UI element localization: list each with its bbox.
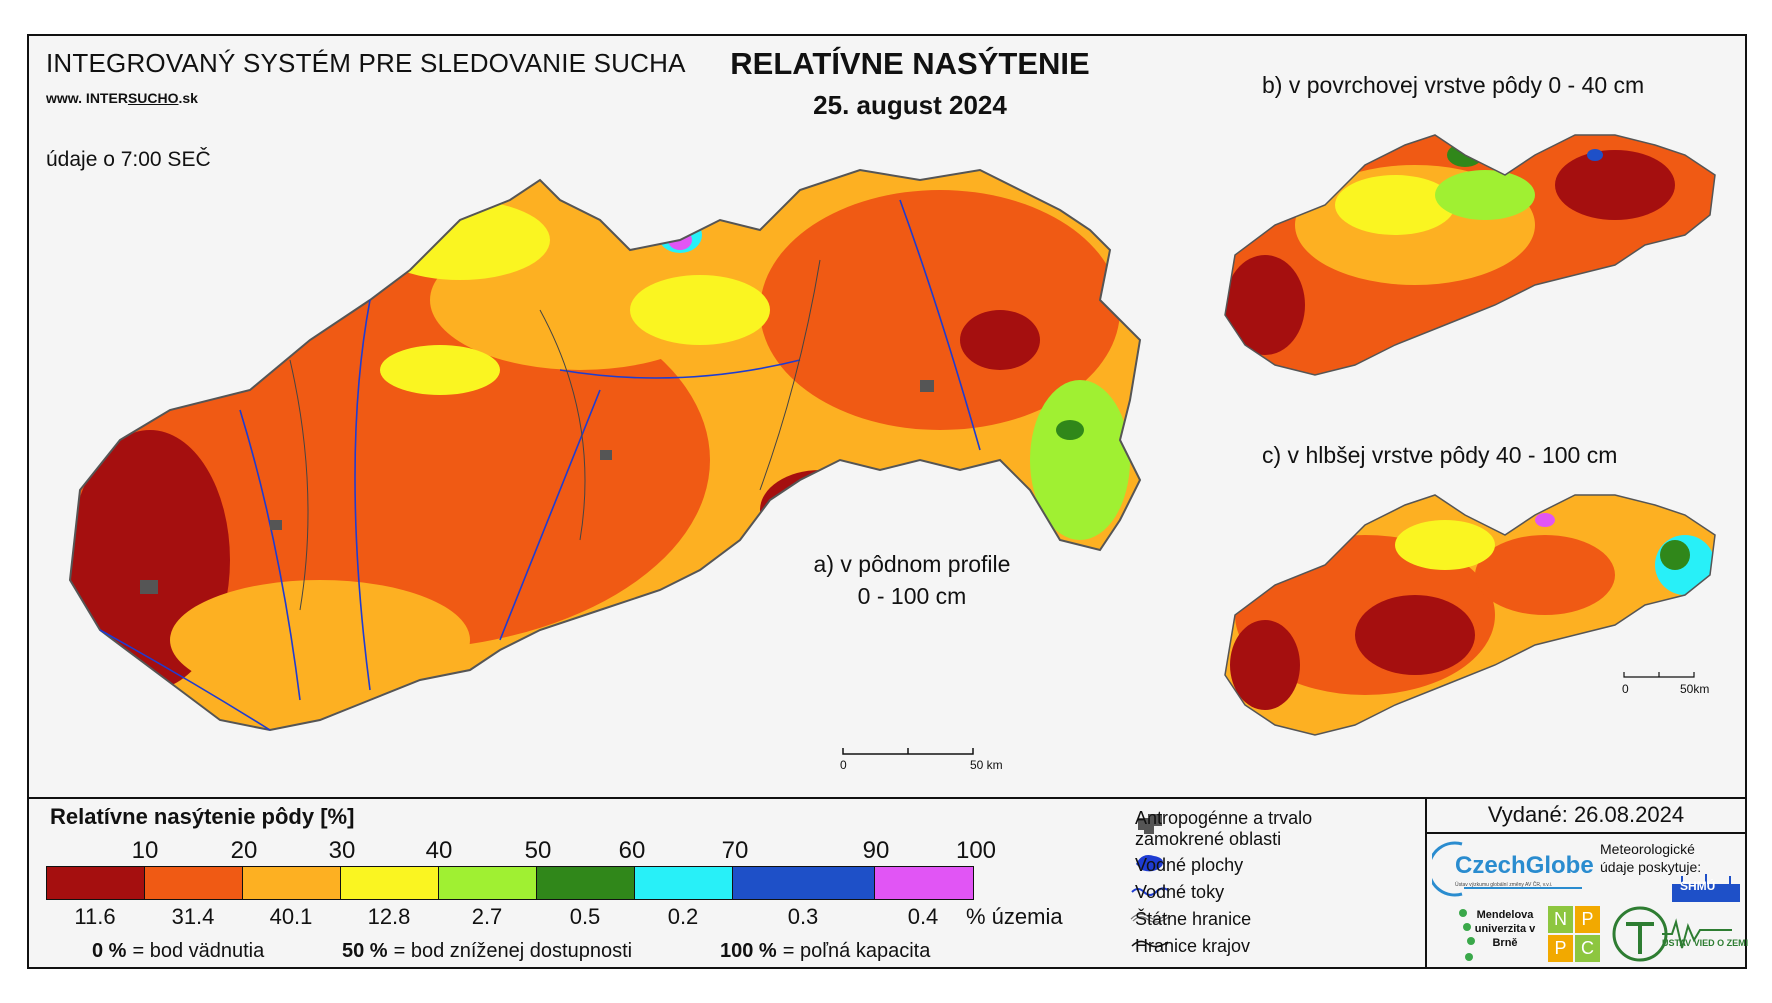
- color-bar: [46, 866, 974, 900]
- class-percent: 31.4: [171, 904, 215, 929]
- class-percent: 0.2: [667, 904, 699, 929]
- legend-region-border: Hranice krajov: [1135, 936, 1251, 956]
- color-class: [537, 867, 635, 899]
- symbol-icons: [1130, 814, 1170, 948]
- shmu-text: SHMÚ: [1680, 879, 1716, 893]
- map-a-label: a) v pôdnom profile 0 - 100 cm: [813, 551, 1011, 609]
- uvz-logo: [1612, 906, 1732, 962]
- scale-small-zero: 0: [1622, 682, 1629, 696]
- legend-water-bodies: Vodné plochy: [1135, 855, 1244, 875]
- czechglobe-name: CzechGlobe: [1455, 852, 1594, 879]
- legend-rivers: Vodné toky: [1135, 882, 1225, 902]
- color-class: [733, 867, 875, 899]
- tick-label: 40: [425, 837, 453, 864]
- issuer-panel: [1425, 797, 1747, 969]
- legend-title: Relatívne nasýtenie pôdy [%]: [50, 804, 355, 829]
- czechglobe-logo: [1432, 841, 1582, 897]
- issued-date: Vydané: 26.08.2024: [1487, 802, 1685, 827]
- shmu-logo: [1672, 874, 1740, 902]
- color-class: [341, 867, 439, 899]
- class-percent: 0.3: [787, 904, 819, 929]
- main-map: [68, 168, 1142, 732]
- website-link[interactable]: www. INTERSUCHO.sk: [46, 90, 198, 106]
- map-b: [1224, 134, 1716, 376]
- class-percent: 40.1: [269, 904, 313, 929]
- map-b-label: b) v povrchovej vrstve pôdy 0 - 40 cm: [1262, 72, 1645, 98]
- percent-unit: % územia: [966, 904, 1063, 929]
- scale-bar-main: [842, 748, 974, 755]
- legend-state-border: Štátne hranice: [1135, 909, 1252, 929]
- region-border-icon: [1131, 940, 1169, 948]
- definition-wilting: 0 % = bod vädnutia: [92, 940, 265, 962]
- scale-fifty: 50 km: [970, 758, 1003, 772]
- state-border-inner-icon: [1131, 914, 1169, 922]
- scale-zero: 0: [840, 758, 847, 772]
- scale-bar-small: [1623, 672, 1695, 678]
- tick-label: 30: [328, 837, 356, 864]
- anthropogenic-icon: [1138, 814, 1162, 834]
- color-class: [635, 867, 733, 899]
- legend-panel: [27, 797, 1747, 969]
- class-percent: 11.6: [74, 904, 116, 929]
- tick-label: 10: [131, 837, 159, 864]
- main-title: RELATÍVNE NASÝTENIE: [730, 46, 1090, 81]
- legend-anthropogenic: Antropogénne a trvalo zamokrené oblasti: [1135, 808, 1313, 849]
- class-percent: 2.7: [471, 904, 503, 929]
- water-body-icon: [1136, 855, 1163, 872]
- observation-time: údaje o 7:00 SEČ: [46, 148, 211, 171]
- mendel-name: Mendelova univerzita v Brně: [1474, 909, 1536, 949]
- tick-label: 70: [721, 837, 749, 864]
- nppc-logo: N P P C: [1548, 906, 1600, 962]
- uvz-name: ÚSTAV VIED O ZEMI: [1662, 938, 1749, 948]
- map-c: [1224, 494, 1716, 736]
- definition-capacity: 100 % = poľná kapacita: [720, 940, 931, 962]
- class-percent: 12.8: [367, 904, 411, 929]
- color-class: [47, 867, 145, 899]
- class-percent: 0.4: [907, 904, 939, 929]
- tick-label: 20: [230, 837, 258, 864]
- map-c-label: c) v hlbšej vrstve pôdy 40 - 100 cm: [1262, 442, 1618, 468]
- class-percent: 0.5: [569, 904, 601, 929]
- system-title: INTEGROVANÝ SYSTÉM PRE SLEDOVANIE SUCHA: [46, 48, 686, 78]
- issuer-divider: [1425, 832, 1747, 834]
- river-icon: [1131, 887, 1169, 896]
- czechglobe-subtitle: Ústav výzkumu globální změny AV ČR, v.v.…: [1455, 882, 1553, 888]
- definition-reduced: 50 % = bod zníženej dostupnosti: [342, 940, 633, 962]
- color-class: [243, 867, 341, 899]
- color-class: [439, 867, 537, 899]
- met-data-label: Meteorologické údaje poskytuje:: [1600, 841, 1702, 875]
- tick-label: 60: [618, 837, 646, 864]
- tick-label: 100: [955, 837, 997, 864]
- scale-small-fifty: 50km: [1680, 682, 1710, 696]
- color-class: [145, 867, 243, 899]
- mendel-logo: [1459, 909, 1475, 961]
- tick-label: 50: [524, 837, 552, 864]
- color-class: [875, 867, 973, 899]
- tick-label: 90: [862, 837, 890, 864]
- map-date: 25. august 2024: [813, 90, 1007, 120]
